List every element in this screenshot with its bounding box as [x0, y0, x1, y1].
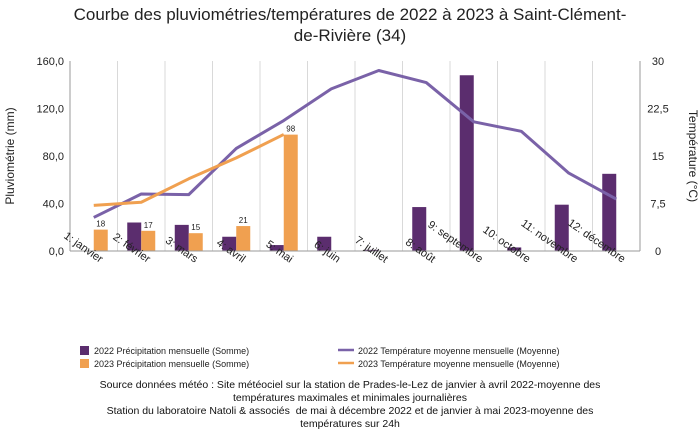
bar-data-label: 18: [96, 220, 105, 229]
legend-label: 2023 Température moyenne mensuelle (Moye…: [358, 359, 559, 369]
bar: [317, 236, 332, 251]
y-tick-left: 80,0: [43, 151, 64, 163]
x-tick-label: 7: juillet: [352, 234, 389, 265]
y-tick-right: 30: [652, 56, 664, 68]
bar-data-label: 15: [191, 223, 200, 232]
bar: [554, 204, 569, 251]
y-tick-right: 15: [652, 151, 664, 163]
bar-data-label: 21: [239, 216, 248, 225]
y-tick-right: 0: [655, 246, 661, 258]
source-line-1: Source données météo : Site météociel su…: [99, 379, 601, 391]
source-line-2: températures maximales et minimales jour…: [232, 392, 467, 404]
bar: [507, 247, 522, 251]
series-line: [93, 133, 285, 207]
bar: [93, 229, 108, 251]
bar: [174, 224, 189, 251]
source-line-4: températures sur 24h: [300, 418, 400, 430]
source-note: Source données météo : Site météociel su…: [0, 379, 700, 431]
bar: [236, 226, 251, 251]
chart: Courbe des pluviométries/températures de…: [3, 5, 700, 369]
grid-lines: [117, 61, 593, 251]
y-tick-left: 0,0: [49, 246, 64, 258]
bar: [364, 249, 379, 251]
y-tick-right: 7,5: [650, 199, 665, 211]
bar-data-label: 17: [144, 221, 153, 230]
bars: 18 17 15 21 98: [93, 75, 617, 251]
bar: [459, 75, 474, 251]
source-line-3: Station du laboratoire Natoli & associés…: [106, 405, 594, 417]
lines: [93, 69, 617, 219]
y-tick-left: 120,0: [36, 104, 64, 116]
bar-data-label: 98: [286, 125, 295, 134]
legend-label: 2023 Précipitation mensuelle (Somme): [94, 359, 249, 369]
legend-swatch: [80, 346, 89, 355]
bar: [412, 207, 427, 251]
chart-title-line2: de-Rivière (34): [294, 26, 406, 45]
y-tick-left: 160,0: [36, 56, 64, 68]
bar: [269, 245, 284, 251]
legend-label: 2022 Précipitation mensuelle (Somme): [94, 346, 249, 356]
bar: [222, 236, 237, 251]
bar: [283, 134, 298, 251]
y-tick-right: 22,5: [647, 104, 668, 116]
chart-title-line1: Courbe des pluviométries/températures de…: [74, 5, 627, 24]
bar: [127, 222, 142, 251]
legend: 2022 Précipitation mensuelle (Somme) 2023…: [80, 346, 559, 369]
series-line: [93, 69, 617, 219]
y-axis-right-label: Température (°C): [686, 110, 700, 202]
legend-swatch: [80, 359, 89, 368]
y-tick-left: 40,0: [43, 199, 64, 211]
bar: [141, 230, 156, 251]
legend-label: 2022 Température moyenne mensuelle (Moye…: [358, 346, 559, 356]
bar: [188, 233, 203, 251]
y-axis-left-label: Pluviométrie (mm): [3, 107, 17, 204]
